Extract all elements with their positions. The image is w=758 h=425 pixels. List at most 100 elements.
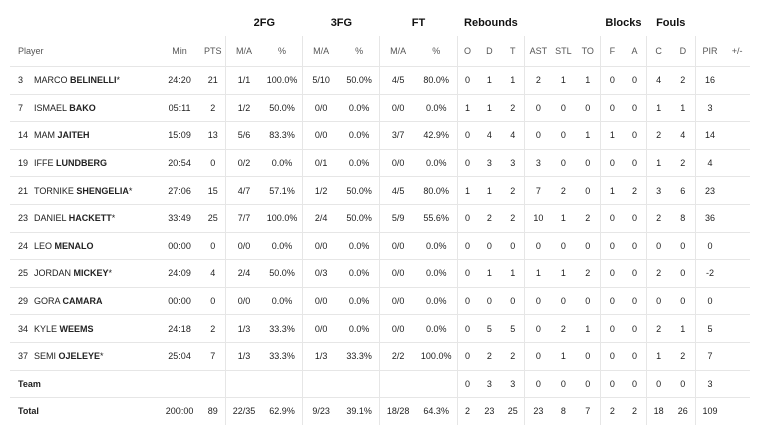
stat-ft-ma [379, 369, 416, 398]
stat-ft-pct: 100.0% [415, 341, 457, 371]
stat-3fg-ma: 0/0 [302, 286, 339, 315]
stat-ft-ma: 0/0 [379, 148, 416, 177]
stat-reb-d: 3 [477, 369, 502, 398]
stat-stl: 0 [551, 93, 576, 122]
stat-stl: 1 [551, 259, 576, 288]
stat-blk-f: 2 [600, 397, 624, 425]
stat-min: 24:20 [159, 66, 201, 95]
player-number: 14 [18, 130, 29, 141]
stat-3fg-pct [338, 369, 380, 398]
col-3fg-pct: % [355, 46, 364, 56]
player-name-cell[interactable]: 29 GORA CAMARA [10, 286, 160, 315]
stat-pts: 13 [200, 121, 226, 150]
player-last-name: SHENGELIA [76, 185, 129, 196]
boxscore-table: 2FG 3FG FT Rebounds Blocks Fouls Player … [10, 10, 750, 425]
player-first-name: KYLE [34, 323, 58, 334]
player-row[interactable]: 19 IFFE LUNDBERG 20:54 0 0/2 0.0% 0/1 0.0% 0/0 0.… [10, 148, 750, 177]
stat-foul-d: 2 [670, 148, 696, 177]
stat-plus-minus [724, 259, 750, 288]
stat-ast: 7 [524, 176, 552, 205]
player-number: 34 [18, 323, 29, 334]
stat-foul-d: 8 [670, 203, 696, 233]
stat-blk-f: 1 [600, 176, 624, 205]
stat-reb-o: 0 [456, 66, 478, 95]
player-row[interactable]: 29 GORA CAMARA 00:00 0 0/0 0.0% 0/0 0.0% 0/0 0.0%… [10, 286, 750, 315]
stat-2fg-pct: 57.1% [261, 176, 303, 205]
stat-3fg-ma: 1/2 [302, 176, 339, 205]
stat-ft-pct: 0.0% [415, 231, 457, 260]
stat-reb-t: 4 [501, 121, 525, 150]
stat-min: 05:11 [159, 93, 201, 122]
stat-min: 20:54 [159, 148, 201, 177]
stat-reb-d: 1 [477, 93, 502, 122]
player-row[interactable]: 25 JORDAN MICKEY* 24:09 4 2/4 50.0% 0/3 0.0% 0/0… [10, 259, 750, 288]
player-name-cell[interactable]: 7 ISMAEL BAKO [10, 93, 160, 122]
stat-reb-d: 4 [477, 121, 502, 150]
player-row[interactable]: 23 DANIEL HACKETT* 33:49 25 7/7 100.0% 2/4 50.0… [10, 203, 750, 233]
stat-reb-d: 5 [477, 314, 502, 343]
player-number: 3 [18, 75, 24, 86]
stat-stl: 0 [551, 286, 576, 315]
stat-pir: 16 [694, 66, 725, 95]
col-to: TO [581, 46, 594, 56]
stat-ft-ma: 18/28 [379, 397, 416, 425]
stat-to: 0 [575, 341, 601, 371]
player-row[interactable]: 7 ISMAEL BAKO 05:11 2 1/2 50.0% 0/0 0.0% 0/0 0.0%… [10, 93, 750, 122]
stat-plus-minus [724, 369, 750, 398]
col-blk-f: F [600, 36, 624, 67]
player-row[interactable]: 37 SEMI OJELEYE* 25:04 7 1/3 33.3% 1/3 33.3% 2/2… [10, 341, 750, 371]
stat-2fg-pct: 100.0% [261, 203, 303, 233]
stat-foul-d: 0 [670, 231, 696, 260]
player-name-cell[interactable]: 25 JORDAN MICKEY* [10, 259, 160, 288]
stat-blk-f: 0 [600, 66, 624, 95]
group-blocks: Blocks [605, 17, 642, 29]
player-row[interactable]: 24 LEO MENALO 00:00 0 0/0 0.0% 0/0 0.0% 0/0 0.0% 0… [10, 231, 750, 260]
player-name-cell[interactable]: 3 MARCO BELINELLI* [10, 66, 160, 95]
stat-3fg-pct: 0.0% [338, 314, 380, 343]
col-pir: PIR [694, 36, 725, 67]
stat-foul-c: 2 [645, 121, 671, 150]
stat-plus-minus [724, 231, 750, 260]
player-name-cell[interactable]: 37 SEMI OJELEYE* [10, 341, 160, 371]
stat-foul-d: 6 [670, 176, 696, 205]
starter-mark: * [128, 185, 133, 196]
stat-3fg-pct: 0.0% [338, 286, 380, 315]
stat-reb-o: 2 [456, 397, 478, 425]
stat-blk-f: 1 [600, 121, 624, 150]
stat-plus-minus [724, 93, 750, 122]
col-reb-d: D [486, 46, 493, 56]
player-last-name: OJELEYE [58, 351, 101, 362]
col-2fg-ma: M/A [225, 36, 262, 67]
col-blk-a: A [631, 46, 638, 56]
stat-pts: 0 [200, 148, 226, 177]
stat-reb-t: 2 [501, 176, 525, 205]
group-rebounds: Rebounds [464, 17, 518, 29]
player-name-cell[interactable]: 24 LEO MENALO [10, 231, 160, 260]
player-name-cell[interactable]: 21 TORNIKE SHENGELIA* [10, 176, 160, 205]
stat-3fg-pct: 39.1% [338, 397, 380, 425]
player-number: 21 [18, 185, 29, 196]
stat-2fg-pct: 33.3% [261, 341, 303, 371]
stat-2fg-ma: 1/2 [225, 93, 262, 122]
player-name-cell[interactable]: 23 DANIEL HACKETT* [10, 203, 160, 233]
player-row[interactable]: 3 MARCO BELINELLI* 24:20 21 1/1 100.0% 5/10 50.… [10, 66, 750, 95]
player-name-cell[interactable]: 14 MAM JAITEH [10, 121, 160, 150]
col-ast: AST [524, 36, 552, 67]
stat-ast: 0 [524, 231, 552, 260]
stat-foul-c: 2 [645, 259, 671, 288]
player-name-cell[interactable]: 34 KYLE WEEMS [10, 314, 160, 343]
stat-to: 1 [575, 314, 601, 343]
player-row[interactable]: 34 KYLE WEEMS 24:18 2 1/3 33.3% 0/0 0.0% 0/0 0.0%… [10, 314, 750, 343]
col-player: Player [18, 46, 44, 56]
stat-blk-a: 0 [623, 259, 647, 288]
stat-pts [200, 369, 226, 398]
stat-plus-minus [724, 66, 750, 95]
stat-ft-ma: 0/0 [379, 93, 416, 122]
stat-pts: 21 [200, 66, 226, 95]
player-first-name: LEO [34, 240, 53, 251]
stat-ft-pct: 0.0% [415, 148, 457, 177]
stat-3fg-ma: 0/0 [302, 93, 339, 122]
player-row[interactable]: 14 MAM JAITEH 15:09 13 5/6 83.3% 0/0 0.0% 3/7 42.… [10, 121, 750, 150]
player-row[interactable]: 21 TORNIKE SHENGELIA* 27:06 15 4/7 57.1% 1/2 50… [10, 176, 750, 205]
player-name-cell[interactable]: 19 IFFE LUNDBERG [10, 148, 160, 177]
